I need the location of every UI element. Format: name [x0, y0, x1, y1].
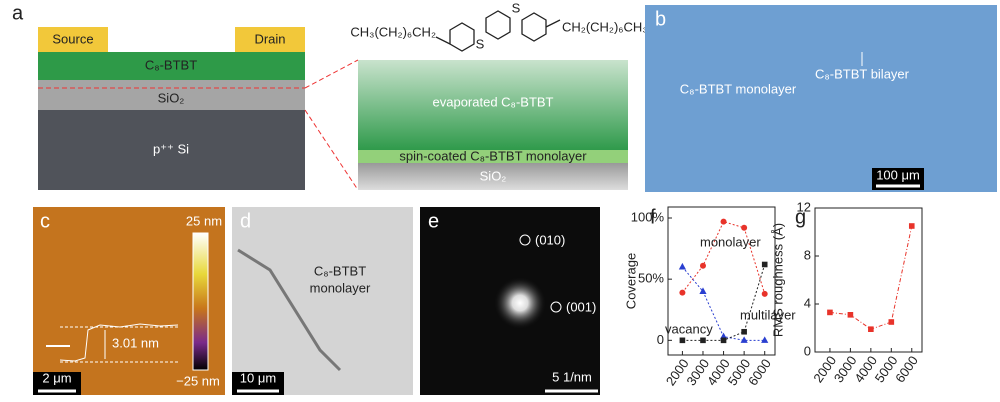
drain	[235, 27, 305, 52]
label: C₈-BTBT	[145, 57, 197, 72]
point	[700, 337, 706, 344]
point	[908, 223, 915, 229]
step-label: 3.01 nm	[112, 335, 159, 350]
point	[699, 262, 706, 269]
plot-frame	[667, 206, 776, 356]
oxide-layer	[38, 80, 305, 110]
point	[827, 309, 833, 316]
series-label: vacancy	[665, 321, 713, 336]
point	[679, 289, 686, 296]
evaporated-layer	[358, 60, 628, 150]
scale-box	[232, 372, 284, 395]
panel-label: c	[40, 210, 50, 232]
colorbar-label: −25 nm	[176, 373, 220, 388]
series-line	[829, 225, 913, 330]
spot-label: (010)	[535, 232, 565, 247]
point	[761, 336, 769, 343]
substrate	[38, 110, 305, 190]
point	[761, 290, 768, 297]
formula: CH₂(CH₂)₆CH₃	[562, 19, 648, 34]
label: C₈-BTBT monolayer	[680, 81, 797, 96]
point	[678, 262, 687, 270]
oxide-layer	[358, 163, 628, 190]
y-tick-label: 8	[804, 247, 811, 262]
label: Drain	[254, 31, 285, 46]
panel-label: a	[12, 2, 24, 24]
monolayer-layer	[358, 150, 628, 163]
y-tick-label: 100%	[631, 209, 665, 224]
atom: S	[476, 36, 485, 51]
scale-label: 2 μm	[42, 370, 71, 385]
spot-label: (001)	[566, 299, 596, 314]
point	[888, 319, 895, 325]
tem-image	[232, 207, 413, 395]
scale-box	[33, 372, 81, 395]
y-tick-label: 0	[804, 343, 811, 358]
channel-layer	[38, 52, 305, 80]
label: SiO₂	[480, 168, 507, 183]
point	[761, 261, 768, 268]
plot-frame	[814, 207, 923, 353]
point	[868, 326, 874, 332]
label: spin-coated C₈-BTBT monolayer	[399, 148, 587, 163]
label: SiO₂	[158, 90, 185, 105]
point	[741, 224, 748, 231]
y-tick-label: 4	[804, 295, 811, 310]
atom: S	[512, 0, 521, 15]
y-axis-label: Coverage	[623, 253, 638, 309]
panel-label: b	[655, 8, 666, 30]
colorbar-label: 25 nm	[186, 213, 222, 228]
center-spot	[494, 277, 546, 329]
zoom-line	[304, 59, 359, 89]
molecule	[435, 10, 561, 52]
source	[38, 27, 108, 52]
zoom-line	[304, 109, 359, 191]
label: C₈-BTBT	[314, 263, 366, 278]
y-tick-label: 12	[797, 199, 811, 214]
point	[740, 336, 748, 343]
point	[679, 337, 686, 344]
series-label: multilayer	[740, 307, 796, 322]
profile	[59, 323, 179, 362]
crack	[237, 248, 342, 372]
point	[699, 287, 707, 294]
x-tick-label: 6000	[745, 356, 774, 388]
scale-label: 100 μm	[876, 167, 920, 182]
point	[720, 218, 727, 225]
panel-label: f	[650, 206, 656, 228]
label: C₈-BTBT bilayer	[815, 66, 910, 81]
scale-label: 10 μm	[240, 370, 276, 385]
point	[720, 337, 727, 344]
panel-label: g	[795, 206, 806, 228]
spot-circle	[550, 301, 562, 313]
series-label: monolayer	[700, 234, 761, 249]
y-tick-label: 50%	[638, 271, 664, 286]
series-line	[682, 221, 766, 294]
colorbar	[192, 232, 209, 371]
optical-image	[645, 5, 997, 192]
label: evaporated C₈-BTBT	[433, 94, 554, 109]
formula: CH₃(CH₂)₆CH₂	[350, 24, 436, 39]
label: monolayer	[310, 280, 371, 295]
scale-label: 5 1/nm	[552, 369, 592, 384]
y-axis-label: RMS roughness (Å)	[770, 223, 785, 337]
label: Source	[52, 31, 93, 46]
spot-circle	[519, 234, 531, 246]
x-tick-label: 6000	[892, 353, 921, 385]
label: p⁺⁺ Si	[153, 141, 189, 156]
panel-label: d	[240, 210, 251, 232]
point	[847, 312, 854, 318]
panel-label: e	[428, 210, 439, 232]
y-tick-label: 0	[657, 332, 664, 347]
point	[741, 328, 747, 335]
